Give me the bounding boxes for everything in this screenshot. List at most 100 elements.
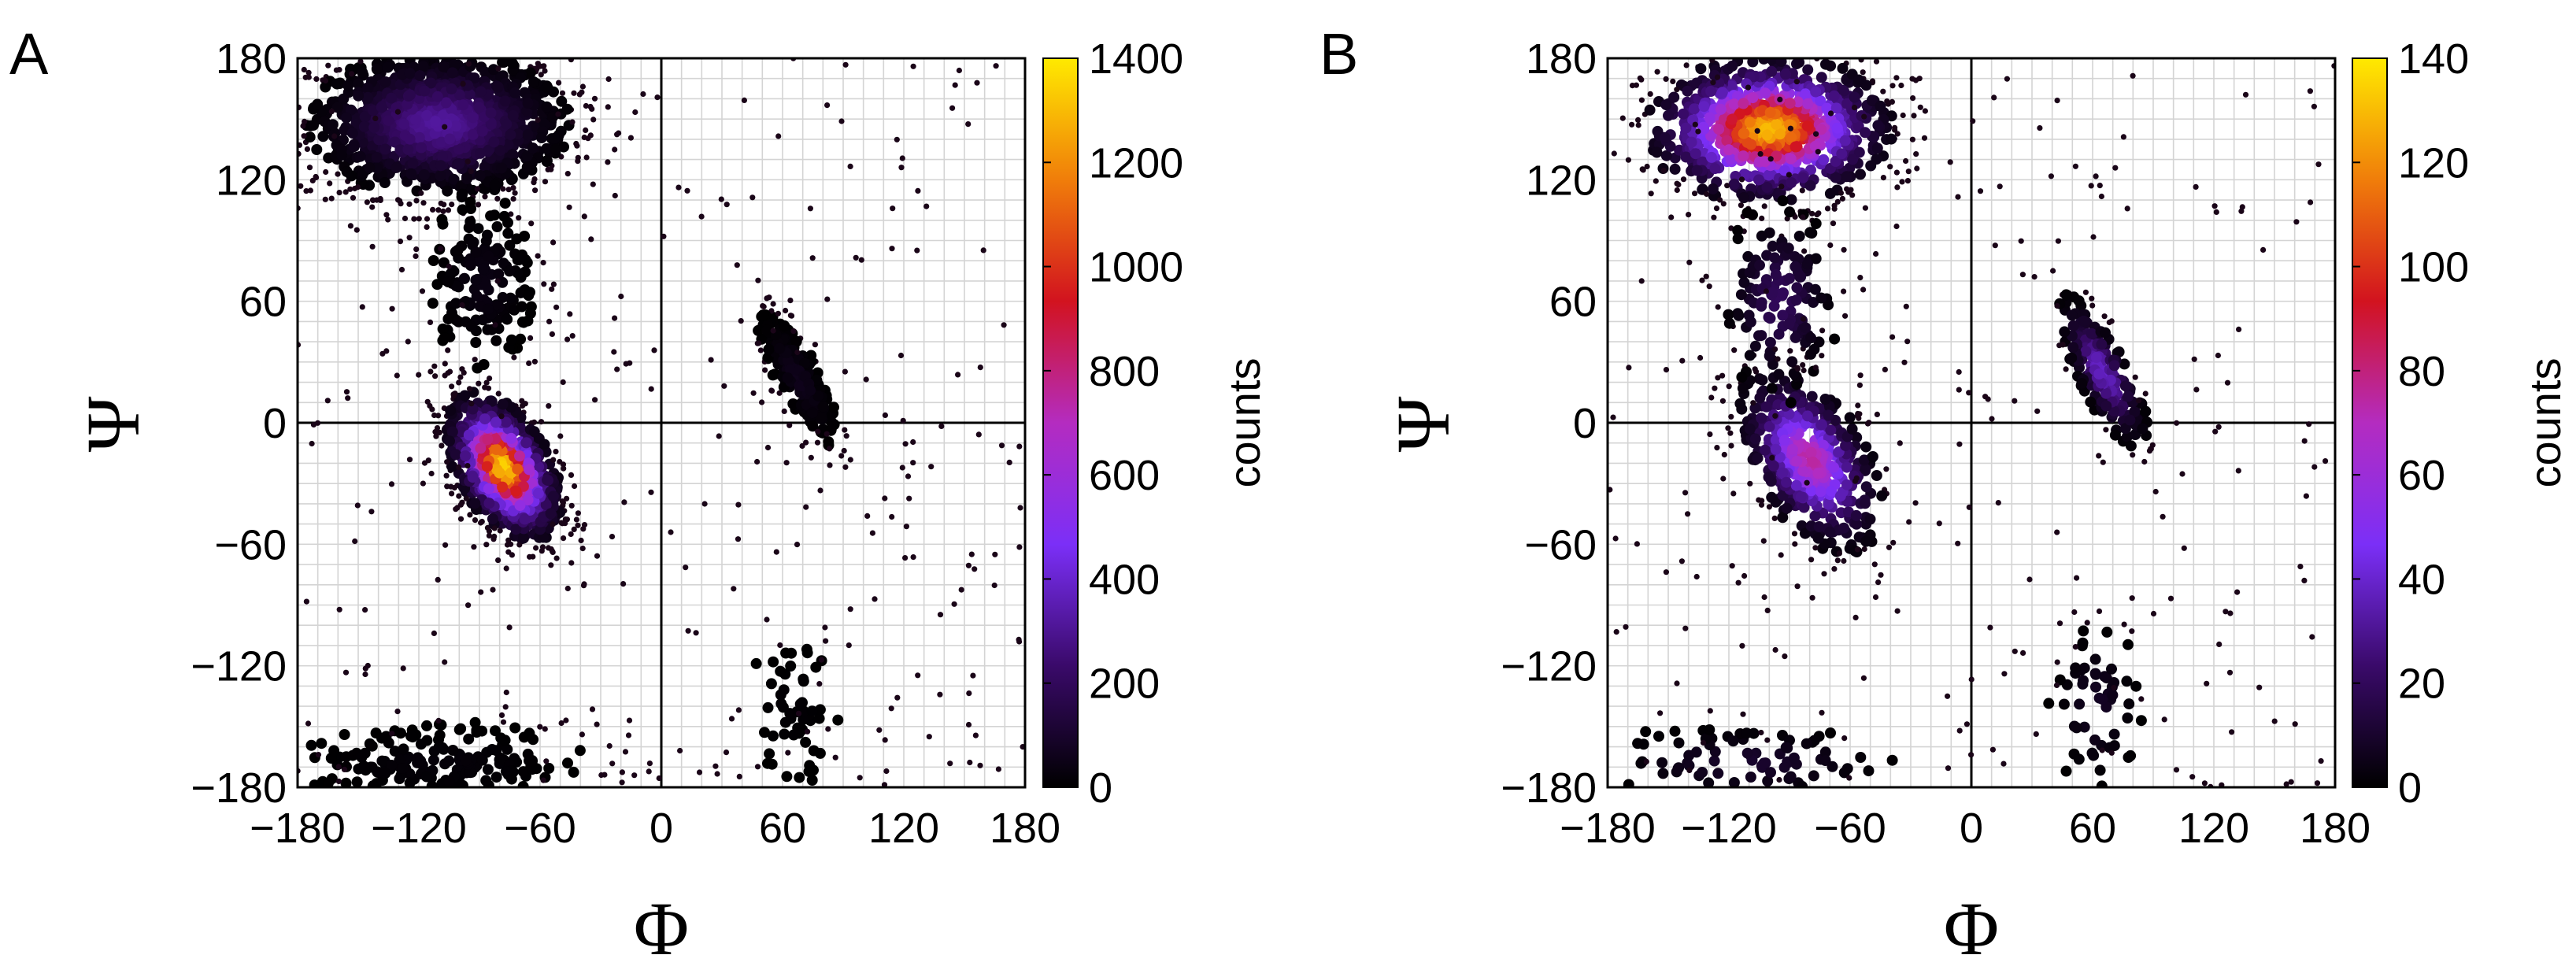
data-point [993,63,999,69]
data-point [385,217,391,223]
data-point [627,135,635,141]
data-point [500,719,507,725]
data-point [768,730,779,742]
data-point [511,354,517,361]
data-point [1839,195,1845,202]
data-point [762,367,768,373]
data-point [327,119,339,131]
data-point [1824,205,1831,212]
data-point [991,582,997,589]
data-point [775,133,782,139]
data-point [335,764,342,770]
data-point [683,564,689,571]
data-point [322,77,329,84]
data-point [814,439,821,446]
data-point [754,458,761,465]
data-point [498,712,505,719]
data-point [487,744,498,755]
data-point [612,315,618,321]
data-point [483,379,490,386]
data-point [404,89,416,101]
data-point [1806,390,1818,402]
data-point [476,380,482,387]
data-point [536,132,547,143]
data-point [394,109,401,115]
data-point [444,483,450,490]
data-point [1892,127,1898,133]
data-point [416,142,427,154]
data-point [486,532,493,539]
data-point [443,755,455,767]
data-point [1874,411,1880,418]
data-point [1871,561,1878,568]
data-point [1793,58,1805,68]
data-point [1846,423,1858,435]
data-point [354,502,361,509]
data-point [612,192,618,199]
data-point [759,399,765,405]
data-point [469,716,481,728]
panel-b: −180 −120 −60 0 60 120 180180120600−60−120−180… [1319,21,2570,966]
y-tick-label: −120 [191,643,287,690]
data-point [394,87,406,98]
data-point [505,773,517,785]
data-point [418,190,424,196]
data-point [398,266,405,273]
data-point [512,463,524,475]
data-point [1872,120,1884,131]
data-point [1831,122,1843,134]
data-point [456,493,462,499]
data-point [467,472,479,483]
data-point [1878,572,1884,578]
data-point [890,205,896,212]
series-bridge-region [397,168,560,420]
data-point [420,771,432,783]
data-point [1790,479,1802,491]
data-point [1773,368,1785,380]
data-point [394,709,401,715]
data-point [477,314,489,326]
data-point [499,95,511,107]
data-point [1787,348,1793,354]
data-point [468,401,475,407]
data-point [1731,347,1738,353]
data-point [1709,163,1721,175]
data-point [440,208,446,214]
data-point [449,490,455,497]
data-point [502,704,509,710]
data-point [331,133,338,139]
data-point [1016,443,1023,450]
data-point [542,82,553,94]
data-point [522,494,534,506]
data-point [414,70,426,82]
data-point [569,333,576,339]
data-point [937,612,944,618]
data-point [335,171,341,177]
x-tick-label: 180 [990,805,1060,852]
data-point [553,555,560,561]
data-point [538,419,545,425]
data-point [1867,95,1878,106]
data-point [364,199,370,205]
data-point [502,743,513,755]
data-point [486,395,498,407]
data-point [550,521,556,527]
data-point [467,512,473,518]
data-point [1720,476,1727,482]
series-left-handed-helix-region [738,277,849,470]
data-point [794,772,805,783]
data-point [527,553,533,560]
data-point [995,766,1001,772]
data-point [446,83,457,94]
data-point [1894,184,1901,191]
data-point [838,453,845,459]
data-point [497,527,503,534]
data-point [1873,58,1880,65]
data-point [627,360,633,366]
data-point [1629,121,1635,128]
data-point [853,254,859,261]
data-point [1705,130,1717,142]
data-point [1844,412,1856,424]
data-point [338,93,350,105]
